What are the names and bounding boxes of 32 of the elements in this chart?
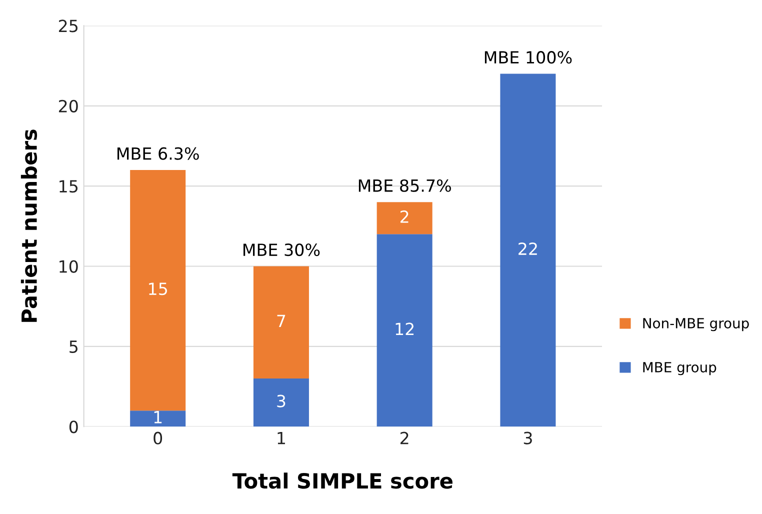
y-tick-label: 20: [58, 100, 78, 112]
y-tick-label: 0: [69, 420, 78, 434]
bar: [376, 234, 432, 427]
legend-label: Non-MBE group: [643, 318, 749, 332]
y-tick-label: 15: [60, 180, 78, 193]
x-tick-label: 2: [400, 432, 408, 444]
data-label: 12: [396, 322, 414, 335]
x-axis-title: Total SIMPLE score: [232, 472, 452, 489]
data-label: 15: [149, 282, 167, 296]
bar: [500, 74, 556, 427]
x-tick-label: 3: [524, 432, 532, 444]
annotation: MBE 6.3%: [117, 147, 199, 160]
bar: [253, 266, 309, 379]
data-label: 2: [400, 210, 408, 223]
annotation: MBE 85.7%: [358, 179, 451, 192]
annotation: MBE 100%: [484, 51, 572, 64]
y-tick-label: 25: [58, 20, 78, 32]
x-tick-label: 1: [278, 432, 285, 444]
bar: [253, 378, 309, 427]
bar: [130, 410, 186, 427]
bar: [376, 202, 432, 234]
data-label: 7: [277, 314, 286, 327]
legend-label: MBE group: [643, 362, 716, 376]
data-label: 22: [518, 242, 537, 255]
y-tick-label: 10: [60, 260, 78, 273]
bar: [130, 170, 186, 411]
y-tick-label: 5: [70, 340, 78, 354]
data-label: 1: [154, 411, 162, 424]
data-label: 3: [277, 394, 286, 408]
annotation: MBE 30%: [244, 243, 320, 256]
y-axis-title: Patient numbers: [20, 130, 38, 322]
x-tick-label: 0: [154, 432, 162, 444]
